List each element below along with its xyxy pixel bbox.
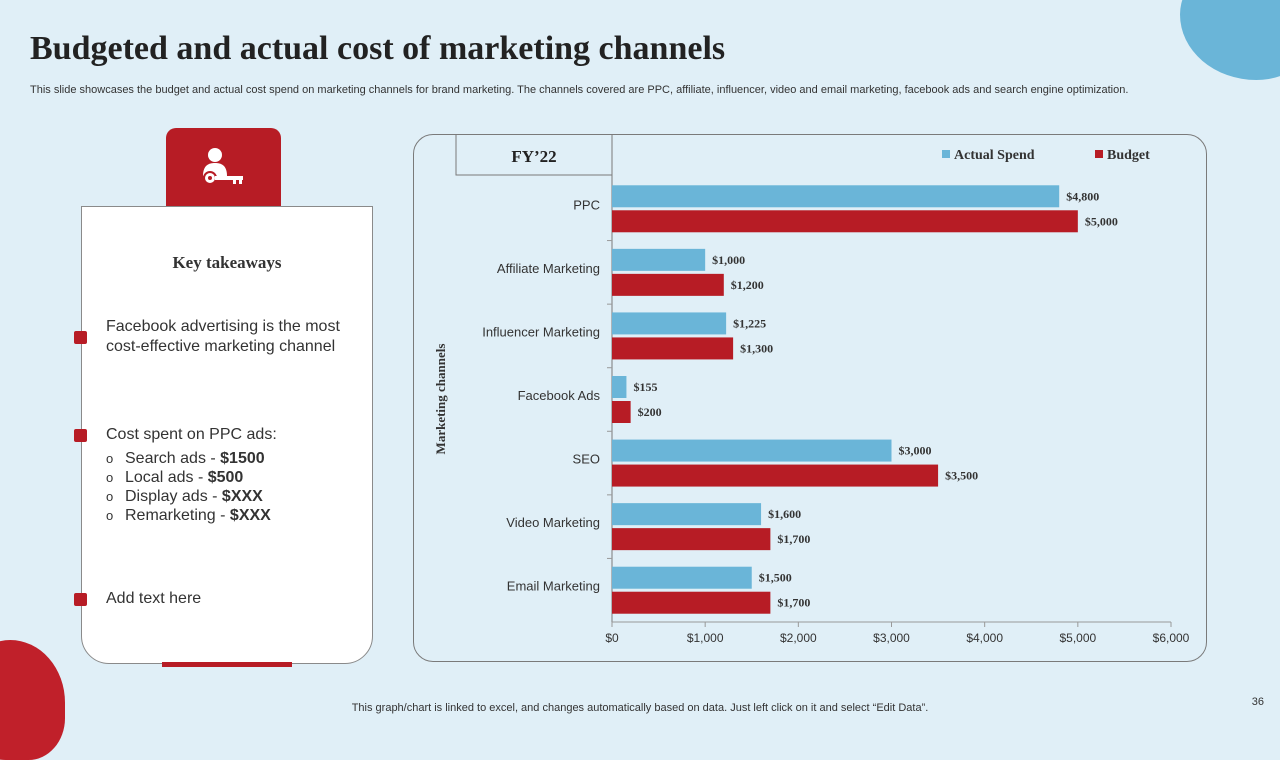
category-label: Affiliate Marketing — [497, 261, 600, 276]
x-tick-label: $1,000 — [687, 631, 724, 645]
list-item: o Remarketing - $XXX — [106, 507, 271, 524]
bar-actual — [612, 376, 627, 398]
bar-budget — [612, 273, 724, 296]
user-key-icon — [203, 148, 243, 185]
data-label: $1,500 — [759, 571, 792, 585]
category-label: Video Marketing — [506, 515, 600, 530]
decor-blob-bottom-left — [0, 640, 65, 760]
legend-label-0: Actual Spend — [954, 148, 1035, 163]
slide-title: Budgeted and actual cost of marketing ch… — [30, 30, 726, 67]
chart-title: FY’22 — [511, 147, 556, 166]
footer-note: This graph/chart is linked to excel, and… — [351, 702, 929, 714]
card-accent-bar — [162, 662, 292, 667]
data-label: $1,700 — [777, 596, 810, 610]
list-item: o Display ads - $XXX — [106, 488, 263, 505]
list-item: o Local ads - $500 — [106, 469, 244, 486]
decor-blob-top-right — [1180, 0, 1280, 80]
takeaways-heading: Key takeaways — [172, 253, 282, 272]
bullet-marker — [74, 429, 87, 442]
bullet-marker — [74, 331, 87, 344]
legend-label-1: Budget — [1107, 148, 1150, 163]
x-tick-label: $4,000 — [966, 631, 1003, 645]
page-number: 36 — [1251, 696, 1264, 708]
chart-frame: FY’22 Actual Spend Budget Marketing channel… — [413, 134, 1207, 662]
bar-budget — [612, 591, 771, 614]
category-label: Influencer Marketing — [482, 324, 600, 339]
bar-budget — [612, 210, 1078, 233]
data-label: $200 — [638, 405, 662, 419]
chart-title-box — [455, 135, 612, 176]
takeaway-point-2: Cost spent on PPC ads: o Search ads - $15… — [106, 425, 356, 525]
y-axis-title: Marketing channels — [433, 344, 448, 455]
data-label: $3,000 — [899, 444, 932, 458]
legend-swatch-1 — [1095, 150, 1103, 158]
category-label: PPC — [573, 197, 600, 212]
bullet-marker — [74, 593, 87, 606]
takeaways-card: Key takeaways Facebook advertising is th… — [74, 206, 373, 664]
data-label: $1,000 — [712, 253, 745, 267]
x-tick-label: $3,000 — [873, 631, 910, 645]
data-label: $5,000 — [1085, 214, 1118, 228]
takeaway-point-2-text: Cost spent on PPC ads: — [106, 426, 277, 443]
takeaway-point-3: Add text here — [106, 590, 202, 607]
bar-actual — [612, 185, 1060, 208]
x-tick-label: $2,000 — [780, 631, 817, 645]
takeaway-point-1: Facebook advertising is the most cost-ef… — [106, 318, 340, 355]
data-label: $1,600 — [768, 507, 801, 521]
bar-actual — [612, 566, 752, 589]
bar-actual — [612, 503, 762, 526]
bar-budget — [612, 528, 771, 551]
icon-tab — [166, 128, 281, 208]
legend-swatch-0 — [942, 150, 950, 158]
data-label: $1,200 — [731, 278, 764, 292]
data-label: $155 — [633, 380, 657, 394]
x-tick-label: $5,000 — [1059, 631, 1096, 645]
list-item: o Search ads - $1500 — [106, 450, 265, 467]
x-tick-label: $6,000 — [1153, 631, 1190, 645]
bar-budget — [612, 401, 631, 423]
x-tick-label: $0 — [605, 631, 619, 645]
data-label: $1,700 — [777, 532, 810, 546]
bar-actual — [612, 312, 727, 335]
bar-actual — [612, 248, 706, 271]
data-label: $3,500 — [945, 469, 978, 483]
category-label: Email Marketing — [507, 579, 600, 594]
bar-actual — [612, 439, 892, 462]
slide-subtitle: This slide showcases the budget and actu… — [30, 84, 1129, 96]
data-label: $4,800 — [1066, 189, 1099, 203]
bar-chart: FY’22 Actual Spend Budget Marketing channel… — [433, 135, 1190, 645]
data-label: $1,225 — [733, 316, 766, 330]
category-label: Facebook Ads — [518, 388, 601, 403]
bar-budget — [612, 464, 939, 487]
category-label: SEO — [573, 452, 600, 467]
data-label: $1,300 — [740, 341, 773, 355]
bar-budget — [612, 337, 734, 360]
